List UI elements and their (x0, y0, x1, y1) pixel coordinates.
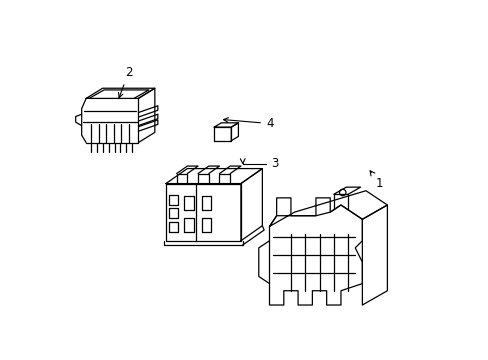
Text: 4: 4 (223, 117, 273, 130)
Text: 2: 2 (118, 66, 132, 98)
Text: 1: 1 (369, 171, 383, 190)
Text: 3: 3 (240, 157, 278, 170)
